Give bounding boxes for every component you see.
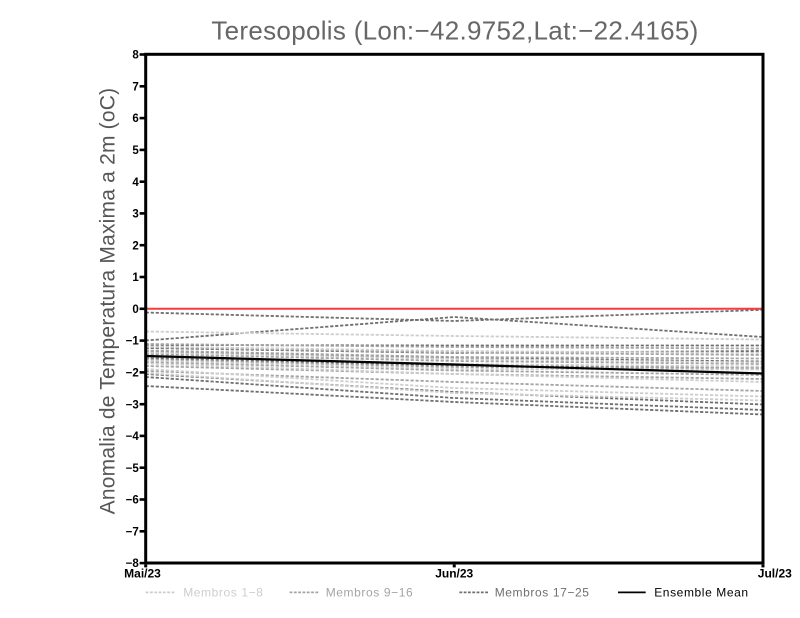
svg-text:Membros 9−16: Membros 9−16 bbox=[326, 586, 414, 600]
svg-text:−2: −2 bbox=[126, 368, 139, 380]
svg-text:Anomalia de Temperatura Maxima: Anomalia de Temperatura Maxima a 2m (oC) bbox=[97, 88, 120, 515]
svg-text:Membros 1−8: Membros 1−8 bbox=[183, 586, 263, 600]
svg-text:7: 7 bbox=[132, 81, 138, 93]
svg-text:Teresopolis (Lon:−42.9752,Lat:: Teresopolis (Lon:−42.9752,Lat:−22.4165) bbox=[211, 16, 698, 46]
svg-text:−4: −4 bbox=[126, 431, 140, 443]
svg-text:−7: −7 bbox=[126, 526, 139, 538]
svg-text:1: 1 bbox=[132, 272, 139, 284]
svg-text:Mai/23: Mai/23 bbox=[124, 567, 161, 581]
svg-text:Membros 17−25: Membros 17−25 bbox=[495, 586, 590, 600]
svg-text:−6: −6 bbox=[126, 495, 139, 507]
svg-text:−1: −1 bbox=[126, 336, 140, 348]
svg-text:4: 4 bbox=[132, 177, 139, 189]
svg-text:−3: −3 bbox=[126, 399, 139, 411]
svg-text:3: 3 bbox=[132, 209, 138, 221]
svg-text:Jun/23: Jun/23 bbox=[435, 567, 473, 581]
svg-text:−8: −8 bbox=[126, 558, 140, 570]
svg-text:8: 8 bbox=[132, 50, 139, 62]
svg-text:5: 5 bbox=[132, 145, 139, 157]
svg-text:0: 0 bbox=[132, 304, 138, 316]
svg-text:Ensemble Mean: Ensemble Mean bbox=[654, 586, 749, 600]
svg-text:2: 2 bbox=[132, 240, 138, 252]
svg-text:−5: −5 bbox=[126, 463, 140, 475]
svg-text:6: 6 bbox=[132, 113, 138, 125]
svg-text:Jul/23: Jul/23 bbox=[758, 567, 792, 581]
